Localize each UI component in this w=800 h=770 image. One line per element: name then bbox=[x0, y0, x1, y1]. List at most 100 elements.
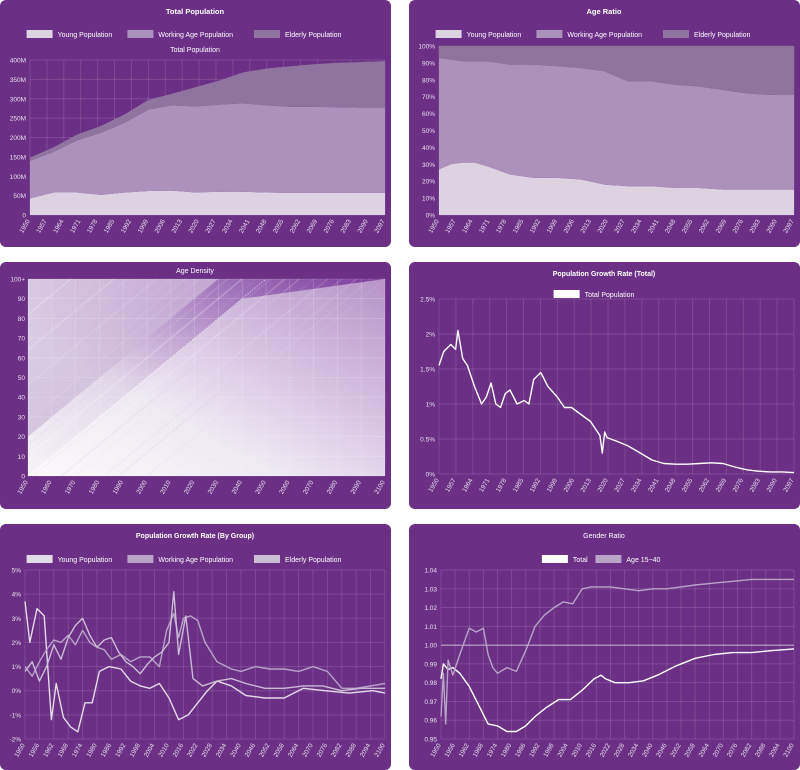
x-tick-label: 2083 bbox=[340, 218, 353, 234]
x-tick-label: 2030 bbox=[207, 479, 220, 495]
y-tick-label: 30% bbox=[422, 162, 435, 169]
x-tick-label: 2013 bbox=[580, 218, 593, 234]
chart-title: Age Ratio bbox=[586, 7, 621, 16]
x-tick-label: 1957 bbox=[444, 218, 457, 234]
x-tick-label: 1999 bbox=[546, 218, 559, 234]
chart-title: Total Population bbox=[166, 7, 225, 16]
y-tick-label: 100% bbox=[418, 44, 435, 51]
x-tick-label: 2034 bbox=[630, 477, 643, 493]
line-series-3 bbox=[24, 591, 385, 692]
legend-label-1: Total bbox=[573, 557, 588, 564]
x-tick-label: 1964 bbox=[461, 218, 474, 234]
y-tick-label: 400M bbox=[10, 58, 26, 65]
area-series-1 bbox=[30, 190, 385, 215]
heatmap-cohort-streak bbox=[132, 278, 372, 477]
x-tick-label: 1999 bbox=[137, 218, 150, 234]
y-tick-label: 100+ bbox=[10, 277, 25, 284]
x-tick-label: 1985 bbox=[512, 218, 525, 234]
x-tick-label: 2062 bbox=[698, 477, 711, 493]
legend-label-1: Total Population bbox=[585, 292, 635, 299]
x-tick-label: 1992 bbox=[114, 742, 127, 758]
x-tick-label: 1968 bbox=[472, 742, 485, 758]
y-tick-label: 1% bbox=[12, 664, 22, 671]
y-tick-label: 70% bbox=[422, 94, 435, 101]
y-tick-label: 0% bbox=[426, 472, 436, 479]
area-series-3 bbox=[439, 46, 794, 96]
x-tick-label: 2034 bbox=[221, 218, 234, 234]
y-tick-label: 1.02 bbox=[424, 605, 437, 612]
legend-swatch-2 bbox=[536, 30, 563, 38]
x-tick-label: 2094 bbox=[359, 742, 372, 758]
x-tick-label: 1950 bbox=[427, 477, 440, 493]
x-tick-label: 1980 bbox=[88, 479, 101, 495]
heatmap-cohort-streak bbox=[27, 278, 129, 363]
x-tick-label: 1956 bbox=[444, 742, 457, 758]
x-tick-label: 2088 bbox=[754, 742, 767, 758]
y-tick-label: 10 bbox=[18, 454, 26, 461]
x-tick-label: 2064 bbox=[698, 742, 711, 758]
heatmap-cohort-streak bbox=[89, 278, 329, 477]
x-tick-label: 1970 bbox=[64, 479, 77, 495]
x-tick-label: 1998 bbox=[542, 742, 555, 758]
y-tick-label: -2% bbox=[9, 737, 21, 744]
x-tick-label: 2094 bbox=[768, 742, 781, 758]
legend-swatch-1 bbox=[541, 555, 568, 563]
heatmap-cohort-streak bbox=[27, 278, 115, 351]
x-tick-label: 1950 bbox=[429, 742, 442, 758]
x-tick-label: 1957 bbox=[444, 477, 457, 493]
legend-swatch-3 bbox=[254, 30, 280, 38]
x-tick-label: 2028 bbox=[201, 742, 214, 758]
x-tick-label: 2083 bbox=[749, 477, 762, 493]
heatmap-cohort-streak bbox=[46, 278, 286, 477]
y-tick-label: -1% bbox=[9, 712, 21, 719]
x-tick-label: 1986 bbox=[100, 742, 113, 758]
x-tick-label: 2088 bbox=[345, 742, 358, 758]
x-tick-label: 1999 bbox=[546, 477, 559, 493]
x-tick-label: 2050 bbox=[254, 479, 267, 495]
x-tick-label: 2070 bbox=[302, 479, 315, 495]
x-tick-label: 1992 bbox=[529, 218, 542, 234]
x-tick-label: 1957 bbox=[35, 218, 48, 234]
x-tick-label: 2048 bbox=[664, 477, 677, 493]
x-tick-label: 2034 bbox=[630, 218, 643, 234]
legend-label-2: Working Age Population bbox=[567, 32, 642, 39]
legend-label-1: Young Population bbox=[467, 32, 522, 39]
x-tick-label: 1971 bbox=[69, 218, 82, 234]
y-tick-label: 30 bbox=[18, 414, 26, 421]
area-series-2 bbox=[30, 103, 385, 199]
age-density-chart: Age Density 0 10 20 30 40 50 60 70 80 90 100+ 1950 19… bbox=[0, 262, 391, 509]
y-tick-label: 0.97 bbox=[424, 699, 437, 706]
x-tick-label: 2027 bbox=[204, 218, 217, 234]
legend-swatch-1 bbox=[435, 30, 462, 38]
x-tick-label: 1992 bbox=[528, 742, 541, 758]
x-tick-label: 2006 bbox=[563, 218, 576, 234]
growth-by-group-chart: Population Growth Rate (By Group) Young P… bbox=[0, 524, 391, 770]
age-ratio-chart: Age Ratio Young Population Working Age Pop… bbox=[409, 0, 800, 247]
x-tick-label: 1985 bbox=[512, 477, 525, 493]
x-tick-label: 1992 bbox=[120, 218, 133, 234]
x-tick-label: 2090 bbox=[357, 218, 370, 234]
x-tick-label: 2016 bbox=[585, 742, 598, 758]
x-tick-label: 2069 bbox=[306, 218, 319, 234]
x-tick-label: 1986 bbox=[514, 742, 527, 758]
y-tick-label: 50M bbox=[13, 193, 26, 200]
x-tick-label: 2016 bbox=[172, 742, 185, 758]
area-series-3 bbox=[30, 61, 385, 161]
legend-swatch-2 bbox=[127, 30, 154, 38]
chart-subtitle: Total Population bbox=[170, 47, 220, 54]
x-tick-label: 1950 bbox=[13, 742, 26, 758]
x-tick-label: 1971 bbox=[478, 477, 491, 493]
y-tick-label: 0 bbox=[22, 213, 26, 220]
x-tick-label: 2058 bbox=[684, 742, 697, 758]
legend-label-3: Elderly Population bbox=[285, 557, 342, 564]
heatmap-population-band bbox=[28, 279, 385, 476]
y-tick-label: 1.5% bbox=[420, 367, 435, 374]
x-tick-label: 2000 bbox=[135, 479, 148, 495]
x-tick-label: 2040 bbox=[641, 742, 654, 758]
x-tick-label: 2027 bbox=[613, 477, 626, 493]
x-tick-label: 2034 bbox=[627, 742, 640, 758]
x-tick-label: 2010 bbox=[157, 742, 170, 758]
y-tick-label: 250M bbox=[10, 116, 26, 123]
heatmap-cohort-streak bbox=[27, 278, 257, 469]
x-tick-label: 2090 bbox=[350, 479, 363, 495]
